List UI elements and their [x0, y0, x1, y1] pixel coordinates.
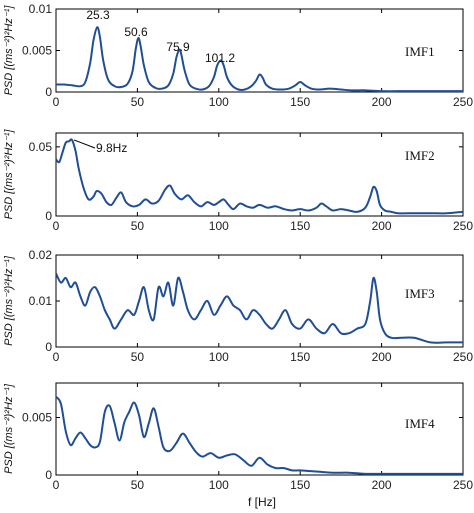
x-tick-label: 250: [453, 478, 473, 492]
y-axis-label: PSD [(ms⁻²)²Hz⁻¹]: [3, 129, 15, 220]
y-tick-label: 0.01: [29, 2, 53, 16]
x-tick-label: 150: [290, 95, 310, 109]
x-tick-label: 200: [372, 478, 392, 492]
series-line: [55, 26, 463, 93]
series-line: [55, 272, 463, 344]
x-tick-label: 50: [131, 95, 145, 109]
x-tick-label: 50: [131, 478, 145, 492]
x-tick-label: 200: [372, 95, 392, 109]
panel-label: IMF2: [405, 148, 435, 163]
y-tick-label: 0.05: [29, 140, 53, 154]
x-tick-label: 100: [209, 350, 229, 364]
y-tick-label: 0: [45, 209, 52, 223]
peak-annotation: 75.9: [166, 40, 190, 54]
panels: 0 50 100 150 200 250 0 0.005 0.01 PSD [(ms⁻²)²Hz⁻…: [3, 2, 473, 492]
y-axis-label: PSD [(ms⁻²)²Hz⁻¹]: [3, 383, 15, 474]
x-tick-label: 100: [209, 219, 229, 233]
x-tick-label: 100: [209, 95, 229, 109]
panel-label: IMF1: [405, 44, 435, 59]
x-tick-label: 200: [372, 350, 392, 364]
x-tick-label: 250: [453, 350, 473, 364]
panel-label: IMF3: [405, 286, 435, 301]
peak-annotation: 25.3: [86, 8, 110, 22]
x-tick-label: 200: [372, 219, 392, 233]
x-tick-label: 0: [53, 95, 60, 109]
peak-annotation: 9.8Hz: [96, 141, 127, 155]
x-tick-label: 50: [131, 350, 145, 364]
y-tick-label: 0.005: [22, 411, 52, 425]
y-axis-label: PSD [(ms⁻²)²Hz⁻¹]: [3, 255, 15, 346]
y-tick-label: 0.005: [22, 44, 52, 58]
panel-imf4: 0 50 100 150 200 250 0 0.005 PSD [(ms⁻²)²Hz⁻¹] IM…: [3, 382, 473, 492]
y-tick-label: 0: [45, 468, 52, 482]
x-tick-label: 50: [131, 219, 145, 233]
axes-frame: [55, 132, 464, 217]
x-tick-label: 150: [290, 350, 310, 364]
x-tick-label: 150: [290, 478, 310, 492]
panel-label: IMF4: [405, 416, 435, 431]
peak-annotation: 101.2: [205, 51, 235, 65]
x-tick-label: 150: [290, 219, 310, 233]
annotation-leader: [73, 139, 96, 149]
peak-annotation: 50.6: [124, 25, 148, 39]
x-tick-label: 250: [453, 95, 473, 109]
axes-frame: [55, 254, 464, 348]
axes-frame: [55, 382, 464, 476]
panel-imf2: 0 50 100 150 200 250 0 0.05 PSD [(ms⁻²)²Hz⁻¹] IMF…: [3, 129, 473, 233]
series-line: [55, 396, 464, 475]
x-axis-label: f [Hz]: [248, 495, 276, 509]
x-tick-label: 0: [53, 478, 60, 492]
y-tick-label: 0.02: [29, 248, 53, 262]
y-axis-label: PSD [(ms⁻²)²Hz⁻¹]: [3, 5, 15, 96]
y-tick-label: 0.01: [29, 294, 53, 308]
y-tick-label: 0: [45, 340, 52, 354]
x-tick-label: 100: [209, 478, 229, 492]
x-tick-label: 250: [453, 219, 473, 233]
series-line: [55, 138, 464, 215]
panel-imf1: 0 50 100 150 200 250 0 0.005 0.01 PSD [(ms⁻²)²Hz⁻…: [3, 2, 473, 109]
x-tick-label: 0: [53, 219, 60, 233]
x-tick-label: 0: [53, 350, 60, 364]
axes-frame: [55, 8, 464, 93]
y-tick-label: 0: [45, 85, 52, 99]
panel-imf3: 0 50 100 150 200 250 0 0.01 0.02 PSD [(ms⁻²)²Hz⁻¹…: [3, 248, 473, 364]
